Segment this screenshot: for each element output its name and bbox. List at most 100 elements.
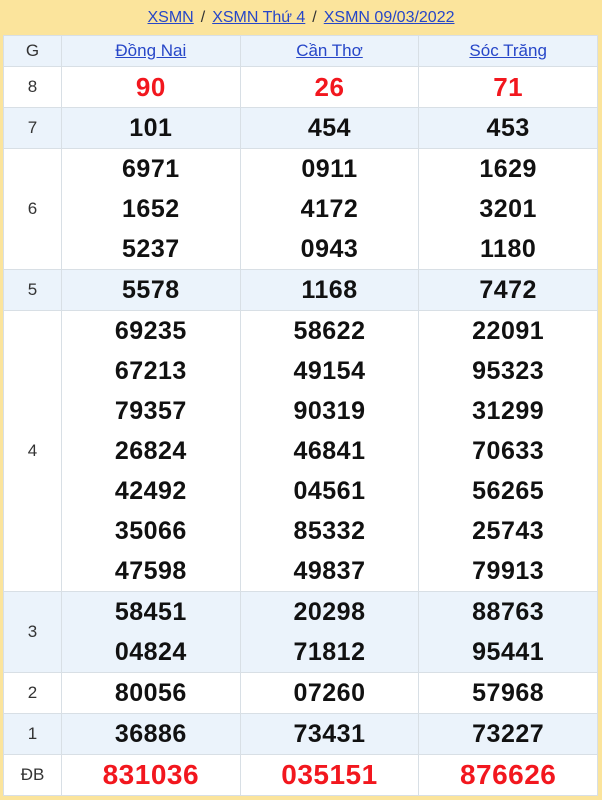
prize-number: 80056 [114,679,187,707]
prize-number: 73431 [293,720,366,748]
prize-number: 1168 [301,276,358,304]
prize-row-4: 4 69235 67213 79357 26824 42492 35066 47598 5862… [3,310,598,592]
prize-cell: 6971 1652 5237 [61,148,241,270]
prize-cell: 20298 71812 [239,591,420,673]
prize-number: 26824 [114,437,187,465]
table-header-row: G Đồng Nai Cần Thơ Sóc Trăng [3,35,598,67]
prize-number: 79357 [114,397,187,425]
prize-cell: 58451 04824 [61,591,241,673]
province-link-soc-trang[interactable]: Sóc Trăng [469,41,547,60]
row-label: 7 [3,107,62,149]
prize-cell: 101 [61,107,241,149]
province-link-dong-nai[interactable]: Đồng Nai [115,41,187,60]
prize-number: 57968 [472,679,545,707]
prize-number: 73227 [472,720,545,748]
prize-cell: 71 [418,66,598,108]
prize-cell: 1629 3201 1180 [418,148,598,270]
prize-cell: 831036 [61,754,241,796]
prize-cell: 58622 49154 90319 46841 04561 85332 49837 [239,310,420,592]
prize-number: 79913 [472,557,545,585]
prize-number: 453 [486,114,530,142]
prize-cell: 0911 4172 0943 [239,148,420,270]
prize-cell: 5578 [61,269,241,311]
prize-number: 0911 [301,155,358,183]
results-body: 8 90 26 71 7 101 454 453 6 6971 1652 5237 0911 4172 09… [3,66,598,796]
prize-number: 5237 [122,235,180,263]
prize-number: 876626 [459,759,557,790]
prize-cell: 26 [239,66,420,108]
prize-column-header: G [3,35,62,67]
prize-number: 1652 [122,195,180,223]
prize-number: 67213 [114,357,187,385]
prize-row-2: 2 80056 07260 57968 [3,672,598,714]
breadcrumb-link-xsmn-date[interactable]: XSMN 09/03/2022 [323,8,455,26]
prize-cell: 035151 [239,754,420,796]
prize-number: 6971 [122,155,180,183]
prize-number: 04824 [114,638,187,666]
prize-number: 49837 [293,557,366,585]
prize-cell: 88763 95441 [418,591,598,673]
breadcrumb-link-xsmn-thu-4[interactable]: XSMN Thứ 4 [212,8,306,26]
lottery-results-table-wrap: G Đồng Nai Cần Thơ Sóc Trăng 8 90 26 71 7 101… [3,35,598,796]
prize-number: 90 [135,72,166,102]
row-label: ĐB [3,754,62,796]
row-label: 8 [3,66,62,108]
breadcrumb-separator: / [200,8,206,26]
prize-number: 035151 [281,759,378,790]
prize-number: 31299 [472,397,545,425]
prize-number: 88763 [472,598,545,626]
prize-cell: 454 [239,107,420,149]
prize-number: 70633 [472,437,545,465]
prize-cell: 73227 [418,713,598,755]
prize-number: 58622 [293,317,366,345]
row-label: 4 [3,310,62,592]
province-link-can-tho[interactable]: Cần Thơ [296,41,363,60]
column-header-soc-trang: Sóc Trăng [418,35,598,67]
prize-cell: 57968 [418,672,598,714]
prize-number: 90319 [293,397,366,425]
prize-number: 71 [493,72,524,102]
prize-number: 0943 [300,235,359,263]
prize-cell: 90 [61,66,241,108]
prize-cell: 07260 [239,672,420,714]
column-header-can-tho: Cần Thơ [239,35,420,67]
prize-number: 47598 [114,557,187,585]
breadcrumb-separator: / [312,8,317,26]
prize-number: 04561 [293,477,366,505]
prize-row-1: 1 36886 73431 73227 [3,713,598,755]
prize-cell: 453 [418,107,598,149]
prize-number: 4172 [300,195,359,223]
prize-number: 20298 [293,598,366,626]
prize-number: 85332 [293,517,366,545]
prize-cell: 73431 [239,713,420,755]
column-header-dong-nai: Đồng Nai [61,35,241,67]
prize-number: 95441 [472,638,545,666]
prize-number: 831036 [102,759,200,790]
prize-number: 71812 [293,638,366,666]
prize-number: 49154 [293,357,366,385]
prize-cell: 69235 67213 79357 26824 42492 35066 47598 [61,310,241,592]
prize-number: 69235 [114,317,187,345]
prize-number: 36886 [114,720,187,748]
prize-cell: 876626 [418,754,598,796]
prize-row-3: 3 58451 04824 20298 71812 88763 95441 [3,591,598,673]
prize-number: 1180 [480,235,537,263]
breadcrumb-link-xsmn[interactable]: XSMN [147,8,194,26]
prize-number: 58451 [114,598,187,626]
prize-number: 101 [129,114,173,142]
prize-number: 35066 [114,517,187,545]
prize-row-7: 7 101 454 453 [3,107,598,149]
prize-cell: 7472 [418,269,598,311]
prize-number: 95323 [472,357,545,385]
row-label: 3 [3,591,62,673]
prize-number: 1629 [479,155,537,183]
prize-number: 3201 [479,195,537,223]
lottery-results-table: G Đồng Nai Cần Thơ Sóc Trăng 8 90 26 71 7 101… [3,35,598,796]
prize-cell: 1168 [239,269,420,311]
prize-number: 07260 [293,679,366,707]
prize-cell: 80056 [61,672,241,714]
prize-number: 46841 [293,437,366,465]
row-label: 5 [3,269,62,311]
prize-cell: 36886 [61,713,241,755]
prize-number: 42492 [114,477,187,505]
